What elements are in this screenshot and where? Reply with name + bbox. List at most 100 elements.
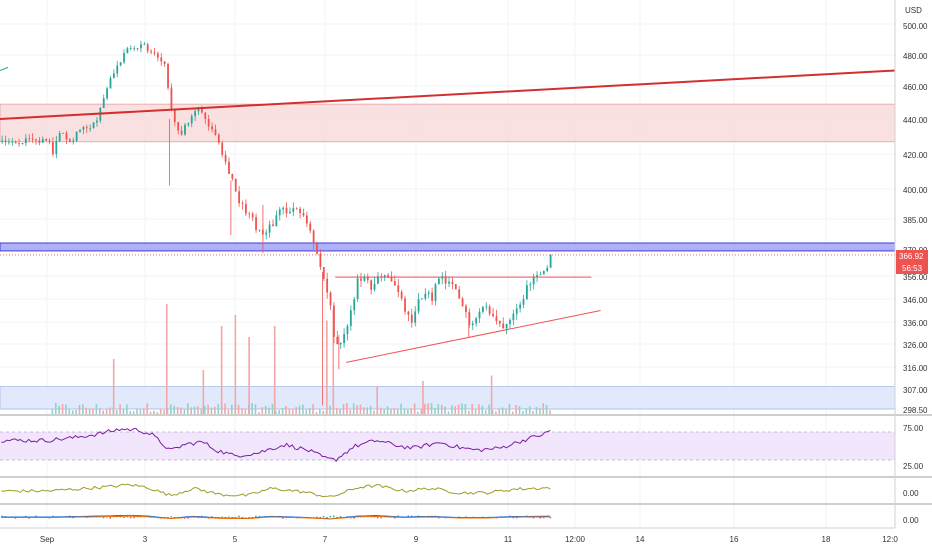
volume-bar — [458, 405, 460, 414]
volume-bar — [417, 412, 419, 414]
volume-spike — [113, 359, 115, 414]
volume-bar — [515, 405, 517, 414]
volume-bar — [123, 409, 125, 414]
candle-body — [455, 284, 457, 289]
last-price-label: 366.92 — [899, 252, 924, 261]
rsi-tick: 75.00 — [903, 424, 924, 433]
volume-bar — [363, 407, 365, 414]
volume-bar — [136, 408, 138, 414]
volume-bar — [150, 412, 152, 414]
candle-body — [259, 230, 261, 231]
volume-bar — [356, 405, 358, 414]
volume-bar — [339, 409, 341, 414]
volume-spike — [376, 387, 378, 415]
support-zone[interactable] — [0, 387, 895, 409]
volume-bar — [62, 404, 64, 414]
candle-body — [336, 337, 338, 344]
volume-bar — [197, 406, 199, 414]
volume-bar — [397, 409, 399, 414]
candle-body — [523, 299, 525, 305]
histogram-bar — [340, 516, 342, 517]
candle-body — [347, 326, 349, 334]
candle-body — [49, 141, 51, 143]
candle-body — [509, 320, 511, 324]
volume-spike — [248, 337, 250, 414]
histogram-bar — [333, 516, 335, 518]
candle-body — [215, 129, 217, 135]
histogram-bar — [231, 517, 233, 518]
candle-body — [18, 143, 20, 144]
candle-body — [367, 277, 369, 280]
volume-bar — [465, 404, 467, 414]
volume-bar — [451, 405, 453, 414]
candle-body — [140, 44, 142, 48]
volume-bar — [75, 410, 77, 414]
rsi-tick: 25.00 — [903, 462, 924, 471]
candle-body — [208, 119, 210, 127]
candle-body — [512, 314, 514, 320]
volume-bar — [58, 406, 60, 414]
candle-body — [353, 299, 355, 310]
volume-bar — [160, 409, 162, 414]
volume-bar — [539, 408, 541, 414]
volume-bar — [461, 403, 463, 414]
candle-body — [120, 62, 122, 65]
volume-bar — [478, 404, 480, 414]
volume-spike — [221, 326, 223, 414]
candle-body — [533, 277, 535, 284]
volume-bar — [319, 408, 321, 414]
volume-bar — [109, 407, 111, 414]
volume-bar — [542, 403, 544, 414]
volume-bar — [89, 409, 91, 414]
volume-bar — [390, 409, 392, 414]
volume-spike — [422, 381, 424, 414]
candle-body — [59, 133, 61, 141]
volume-bar — [387, 406, 389, 414]
volume-bar — [471, 404, 473, 414]
volume-bar — [529, 406, 531, 414]
blue-zone[interactable] — [0, 243, 895, 251]
candle-body — [8, 142, 10, 143]
candle-body — [72, 141, 74, 142]
volume-bar — [85, 408, 87, 414]
volume-bar — [305, 409, 307, 414]
price-tick: 298.50 — [903, 406, 928, 415]
resistance-zone[interactable] — [0, 104, 895, 142]
volume-bar — [312, 404, 314, 414]
volume-bar — [72, 410, 74, 414]
price-tick: 500.00 — [903, 22, 928, 31]
candle-body — [11, 142, 13, 143]
volume-bar — [495, 411, 497, 414]
volume-bar — [343, 404, 345, 414]
volume-bar — [184, 409, 186, 414]
candle-body — [42, 139, 44, 143]
candle-body — [191, 116, 193, 123]
candle-body — [475, 318, 477, 323]
volume-bar — [400, 404, 402, 414]
candle-body — [181, 131, 183, 135]
price-tick: 346.00 — [903, 296, 928, 305]
candle-body — [22, 143, 24, 144]
candle-body — [255, 217, 257, 230]
price-tick: 336.00 — [903, 319, 928, 328]
candle-body — [28, 138, 30, 139]
candle-body — [127, 48, 129, 53]
volume-bar — [102, 410, 104, 414]
volume-bar — [505, 409, 507, 414]
candle-body — [143, 44, 145, 45]
histogram-bar — [228, 517, 230, 518]
volume-bar — [353, 403, 355, 414]
candle-body — [164, 61, 166, 64]
volume-bar — [349, 410, 351, 414]
candle-body — [543, 271, 545, 274]
candle-body — [438, 279, 440, 285]
volume-bar — [143, 408, 145, 414]
candle-body — [32, 138, 34, 139]
candle-body — [194, 111, 196, 116]
volume-bar — [258, 412, 260, 414]
candle-body — [540, 274, 542, 275]
volume-bar — [187, 403, 189, 414]
volume-bar — [133, 411, 135, 414]
volume-bar — [519, 406, 521, 414]
